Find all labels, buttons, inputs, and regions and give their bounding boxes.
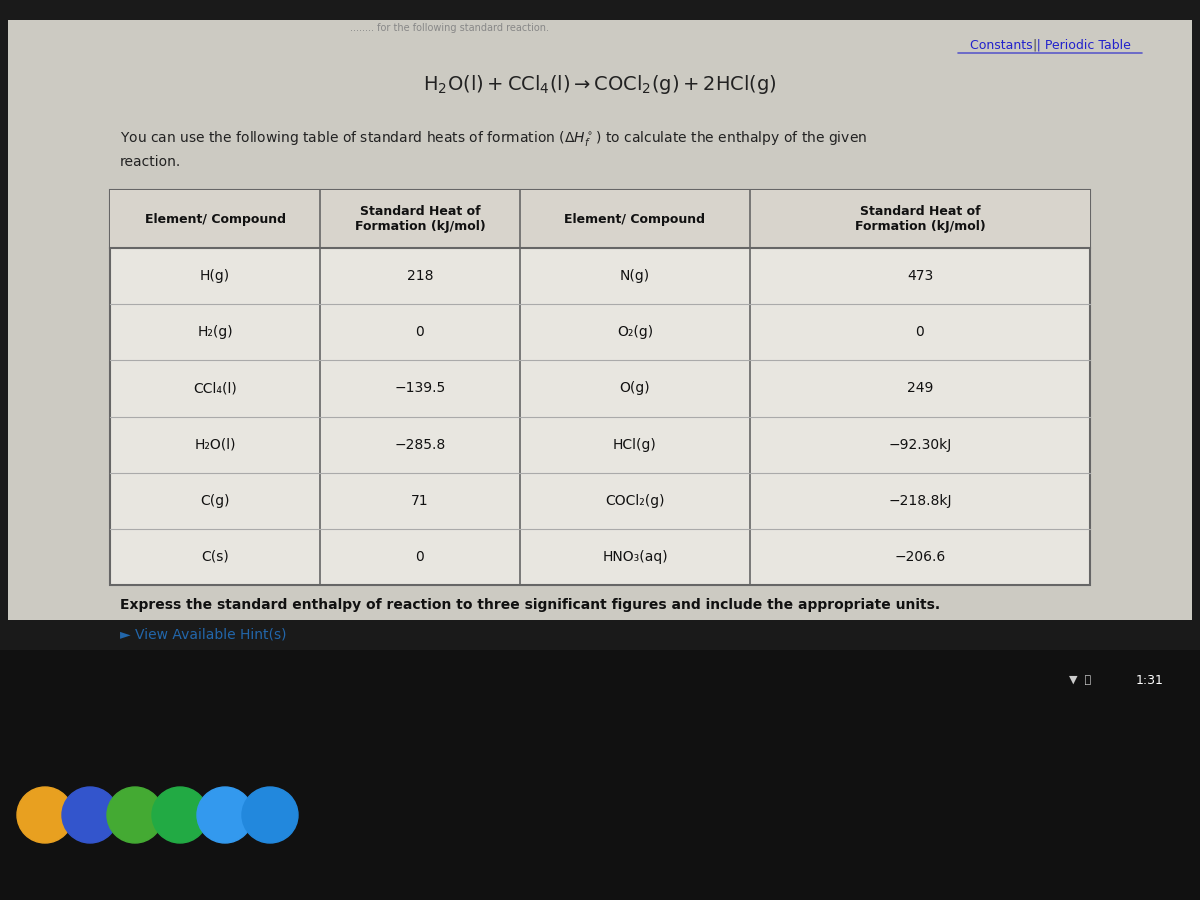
FancyBboxPatch shape <box>110 190 1090 248</box>
Text: $\mathregular{H_2O(l) + CCl_4(l) \rightarrow COCl_2(g) + 2HCl(g)}$: $\mathregular{H_2O(l) + CCl_4(l) \righta… <box>424 74 776 96</box>
Text: Element/ Compound: Element/ Compound <box>144 212 286 226</box>
Text: 249: 249 <box>907 382 934 395</box>
Text: −92.30kJ: −92.30kJ <box>888 437 952 452</box>
Text: Standard Heat of
Formation (kJ/mol): Standard Heat of Formation (kJ/mol) <box>355 205 485 233</box>
Text: |: | <box>1033 39 1037 51</box>
Circle shape <box>62 787 118 843</box>
Text: O(g): O(g) <box>619 382 650 395</box>
Text: −206.6: −206.6 <box>894 550 946 564</box>
Text: 1:31: 1:31 <box>1136 673 1164 687</box>
Text: Standard Heat of
Formation (kJ/mol): Standard Heat of Formation (kJ/mol) <box>854 205 985 233</box>
FancyBboxPatch shape <box>0 650 1200 900</box>
Text: H₂O(l): H₂O(l) <box>194 437 235 452</box>
Text: −139.5: −139.5 <box>395 382 445 395</box>
Circle shape <box>242 787 298 843</box>
Text: −285.8: −285.8 <box>395 437 445 452</box>
Text: Constants | Periodic Table: Constants | Periodic Table <box>970 39 1130 51</box>
Text: 71: 71 <box>412 494 428 508</box>
Text: Element/ Compound: Element/ Compound <box>564 212 706 226</box>
Text: 0: 0 <box>916 325 924 339</box>
Text: HCl(g): HCl(g) <box>613 437 656 452</box>
Text: −218.8kJ: −218.8kJ <box>888 494 952 508</box>
Circle shape <box>197 787 253 843</box>
Text: 473: 473 <box>907 269 934 284</box>
Text: H(g): H(g) <box>200 269 230 284</box>
Text: ► View Available Hint(s): ► View Available Hint(s) <box>120 628 287 642</box>
Text: C(g): C(g) <box>200 494 229 508</box>
Text: 218: 218 <box>407 269 433 284</box>
Text: ........ for the following standard reaction.: ........ for the following standard reac… <box>350 23 550 33</box>
Text: HNO₃(aq): HNO₃(aq) <box>602 550 668 564</box>
Text: 0: 0 <box>415 550 425 564</box>
Text: Express the standard enthalpy of reaction to three significant figures and inclu: Express the standard enthalpy of reactio… <box>120 598 940 612</box>
Text: You can use the following table of standard heats of formation ($\Delta H_f^\cir: You can use the following table of stand… <box>120 129 868 148</box>
Text: N(g): N(g) <box>620 269 650 284</box>
Text: ▼  🔋: ▼ 🔋 <box>1069 675 1091 685</box>
Circle shape <box>107 787 163 843</box>
Text: O₂(g): O₂(g) <box>617 325 653 339</box>
FancyBboxPatch shape <box>110 190 1090 585</box>
FancyBboxPatch shape <box>8 20 1192 620</box>
Circle shape <box>152 787 208 843</box>
Circle shape <box>17 787 73 843</box>
Text: CCl₄(l): CCl₄(l) <box>193 382 236 395</box>
Text: C(s): C(s) <box>202 550 229 564</box>
Text: H₂(g): H₂(g) <box>197 325 233 339</box>
Text: 0: 0 <box>415 325 425 339</box>
Text: COCl₂(g): COCl₂(g) <box>605 494 665 508</box>
Text: reaction.: reaction. <box>120 155 181 169</box>
